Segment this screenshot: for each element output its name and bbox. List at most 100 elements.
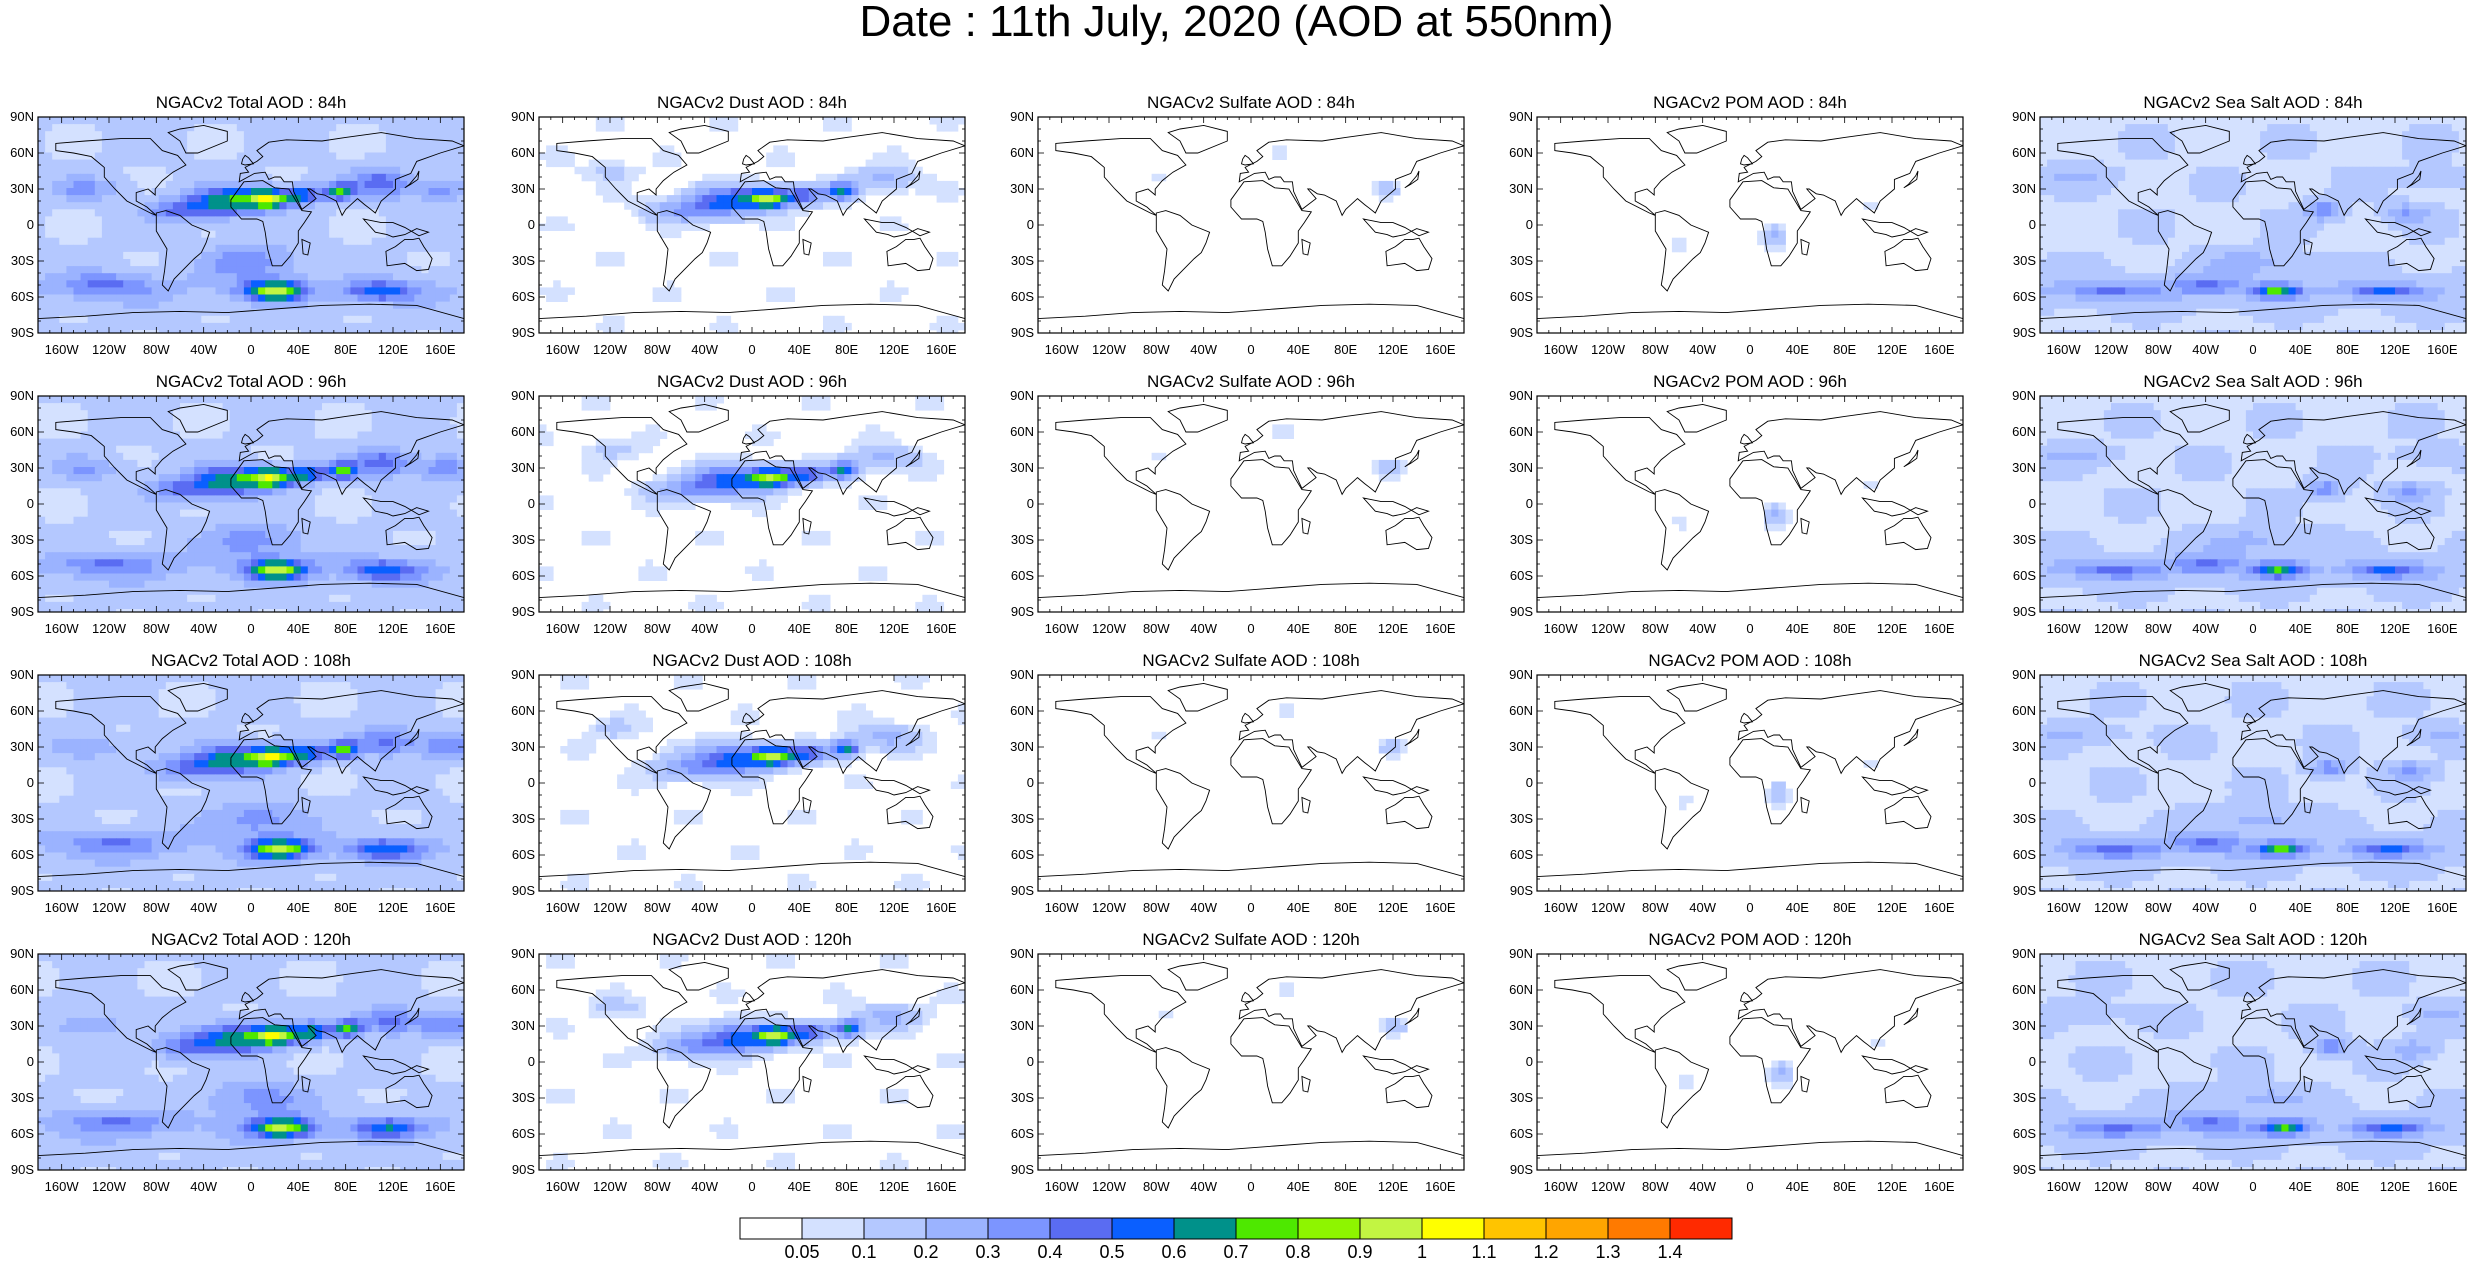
lat-tick-label: 90S bbox=[11, 325, 34, 340]
lon-tick-label: 0 bbox=[748, 342, 755, 357]
colorbar-label: 0.8 bbox=[1285, 1242, 1310, 1261]
lat-tick-label: 0 bbox=[1526, 1054, 1533, 1069]
lon-tick-label: 160W bbox=[1045, 1179, 1080, 1194]
coastline bbox=[2387, 516, 2435, 551]
lon-tick-label: 160E bbox=[2427, 342, 2458, 357]
coastline bbox=[238, 690, 464, 775]
lon-tick-label: 160E bbox=[1425, 342, 1456, 357]
lat-tick-label: 90N bbox=[1010, 946, 1034, 961]
coastline bbox=[2242, 712, 2257, 724]
coastline bbox=[362, 497, 430, 517]
coastline bbox=[38, 1140, 464, 1170]
lat-tick-label: 90S bbox=[512, 604, 535, 619]
coastline bbox=[2242, 991, 2257, 1003]
lon-tick-label: 120E bbox=[1378, 342, 1409, 357]
coastline bbox=[1362, 1055, 1430, 1075]
coastline bbox=[1240, 433, 1255, 445]
coastline bbox=[1903, 449, 1919, 468]
lat-tick-label: 30N bbox=[511, 460, 535, 475]
panel-title: NGACv2 Total AOD : 120h bbox=[151, 930, 351, 949]
lat-tick-label: 60N bbox=[511, 703, 535, 718]
lon-tick-label: 40E bbox=[2289, 900, 2312, 915]
coastline bbox=[1155, 768, 1211, 850]
lon-tick-label: 120W bbox=[2094, 342, 2129, 357]
lat-tick-label: 30N bbox=[1010, 181, 1034, 196]
lon-tick-label: 40E bbox=[788, 900, 811, 915]
lat-tick-label: 60N bbox=[1010, 145, 1034, 160]
map-panel: NGACv2 Total AOD : 120h 90N 60N 30N 0 30S 60S 9… bbox=[10, 930, 465, 1194]
lat-tick-label: 30S bbox=[2013, 532, 2036, 547]
lat-tick-label: 30N bbox=[1509, 739, 1533, 754]
lon-tick-label: 40E bbox=[2289, 621, 2312, 636]
lon-tick-label: 160E bbox=[1924, 1179, 1955, 1194]
lon-tick-label: 160W bbox=[45, 342, 80, 357]
lon-tick-label: 0 bbox=[2249, 1179, 2256, 1194]
map-panel: NGACv2 Sulfate AOD : 84h 90N 60N 30N 0 30S 60S… bbox=[1010, 93, 1465, 357]
colorbar-box bbox=[739, 1217, 803, 1240]
coastline bbox=[2169, 124, 2230, 154]
lat-tick-label: 60N bbox=[1509, 982, 1533, 997]
lon-tick-label: 160W bbox=[1544, 900, 1579, 915]
coastline bbox=[2387, 237, 2435, 272]
lat-tick-label: 60N bbox=[1010, 982, 1034, 997]
lat-tick-label: 90S bbox=[2013, 604, 2036, 619]
coastline bbox=[1038, 303, 1464, 333]
lon-tick-label: 80E bbox=[1833, 621, 1856, 636]
coastline bbox=[802, 1075, 812, 1093]
map-panel: NGACv2 Dust AOD : 84h 90N 60N 30N 0 30S 60S 90S… bbox=[511, 93, 966, 357]
lon-tick-label: 40W bbox=[1689, 342, 1716, 357]
coastline bbox=[1167, 403, 1228, 433]
lon-tick-label: 0 bbox=[748, 621, 755, 636]
coastline bbox=[1739, 991, 1754, 1003]
coastline bbox=[1729, 738, 1812, 825]
aod-field bbox=[1038, 675, 1464, 891]
coastline bbox=[739, 690, 965, 775]
lon-tick-label: 120W bbox=[593, 342, 628, 357]
coastline bbox=[668, 682, 729, 712]
coastline bbox=[1737, 969, 1963, 1054]
panel-title: NGACv2 Sulfate AOD : 96h bbox=[1147, 372, 1355, 391]
coastline bbox=[55, 975, 187, 1053]
lon-tick-label: 0 bbox=[1746, 1179, 1753, 1194]
coastline bbox=[905, 170, 921, 189]
coastline bbox=[1301, 517, 1311, 535]
coastline bbox=[1884, 795, 1932, 830]
lat-tick-label: 90S bbox=[1011, 883, 1034, 898]
lat-tick-label: 30S bbox=[512, 253, 535, 268]
lat-tick-label: 60S bbox=[512, 289, 535, 304]
map-panel: NGACv2 Dust AOD : 120h 90N 60N 30N 0 30S 60S 90… bbox=[511, 930, 966, 1194]
coastline bbox=[1654, 489, 1710, 571]
coastline bbox=[739, 132, 965, 217]
lat-tick-label: 30N bbox=[1010, 739, 1034, 754]
lat-tick-label: 60S bbox=[1011, 1126, 1034, 1141]
coastline bbox=[240, 154, 255, 166]
colorbar-box bbox=[1669, 1217, 1733, 1240]
colorbar-box bbox=[1173, 1217, 1237, 1240]
lon-tick-label: 80E bbox=[2336, 900, 2359, 915]
lon-tick-label: 120W bbox=[593, 621, 628, 636]
coastline bbox=[230, 180, 313, 267]
coastline bbox=[1666, 403, 1727, 433]
panel-title: NGACv2 Total AOD : 108h bbox=[151, 651, 351, 670]
coastline bbox=[1800, 796, 1810, 814]
coastline bbox=[1554, 138, 1686, 216]
lat-tick-label: 90S bbox=[1510, 604, 1533, 619]
coastline bbox=[240, 712, 255, 724]
lon-tick-label: 160W bbox=[546, 900, 581, 915]
coastline bbox=[802, 238, 812, 256]
lat-tick-label: 60S bbox=[11, 568, 34, 583]
coastline bbox=[167, 403, 228, 433]
lat-tick-label: 30N bbox=[511, 739, 535, 754]
lon-tick-label: 40W bbox=[2192, 621, 2219, 636]
lat-tick-label: 60N bbox=[10, 424, 34, 439]
coastline bbox=[38, 582, 464, 612]
coastline bbox=[1155, 1047, 1211, 1129]
lon-tick-label: 80W bbox=[644, 621, 671, 636]
lon-tick-label: 80E bbox=[2336, 342, 2359, 357]
lon-tick-label: 40E bbox=[2289, 342, 2312, 357]
map-panel: NGACv2 POM AOD : 120h 90N 60N 30N 0 30S 60S 90S… bbox=[1509, 930, 1964, 1194]
aod-field bbox=[38, 396, 464, 612]
coastline bbox=[1240, 154, 1255, 166]
lat-tick-label: 0 bbox=[528, 217, 535, 232]
lon-tick-label: 80E bbox=[334, 900, 357, 915]
